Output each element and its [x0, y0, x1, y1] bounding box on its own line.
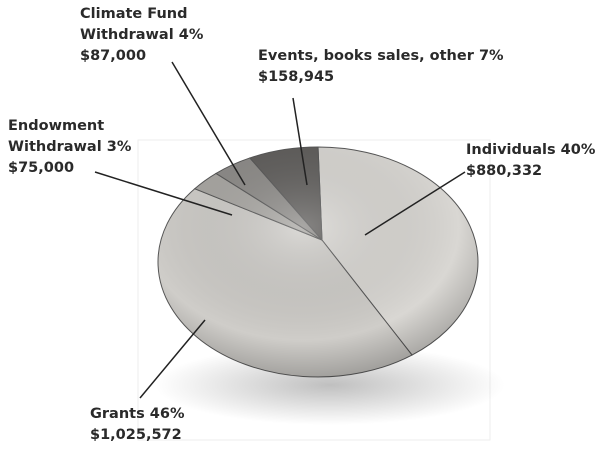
leader-line	[94, 171, 233, 216]
leader-line	[364, 171, 466, 236]
value-label: 46%	[149, 406, 185, 422]
value-label: 40%	[560, 142, 596, 158]
value-label: 4%	[178, 27, 204, 43]
leader-line	[292, 97, 308, 186]
category-label: Individuals	[466, 142, 556, 158]
leader-line	[171, 61, 246, 186]
value-label: 3%	[106, 139, 132, 155]
amount-label: $1,025,572	[90, 427, 182, 443]
value-label: 7%	[478, 48, 504, 64]
category-label: Climate Fund Withdrawal	[80, 6, 188, 43]
slice-label: Individuals 40% $880,332	[466, 140, 595, 182]
slice-label: Climate Fund Withdrawal 4% $87,000	[80, 4, 205, 67]
category-label: Endowment Withdrawal	[8, 118, 105, 155]
category-label: Events, books sales, other	[258, 48, 474, 64]
pie	[157, 146, 479, 378]
amount-label: $158,945	[258, 69, 335, 85]
frame	[137, 139, 491, 441]
slice-label: Events, books sales, other 7% $158,945	[258, 46, 504, 88]
leader-line	[139, 319, 206, 399]
amount-label: $75,000	[8, 160, 75, 176]
amount-label: $87,000	[80, 48, 147, 64]
amount-label: $880,332	[466, 163, 543, 179]
slice-label: Grants 46% $1,025,572	[90, 404, 185, 446]
category-label: Grants	[90, 406, 145, 422]
slice-label: Endowment Withdrawal 3% $75,000	[8, 116, 133, 179]
leaders	[94, 61, 466, 399]
